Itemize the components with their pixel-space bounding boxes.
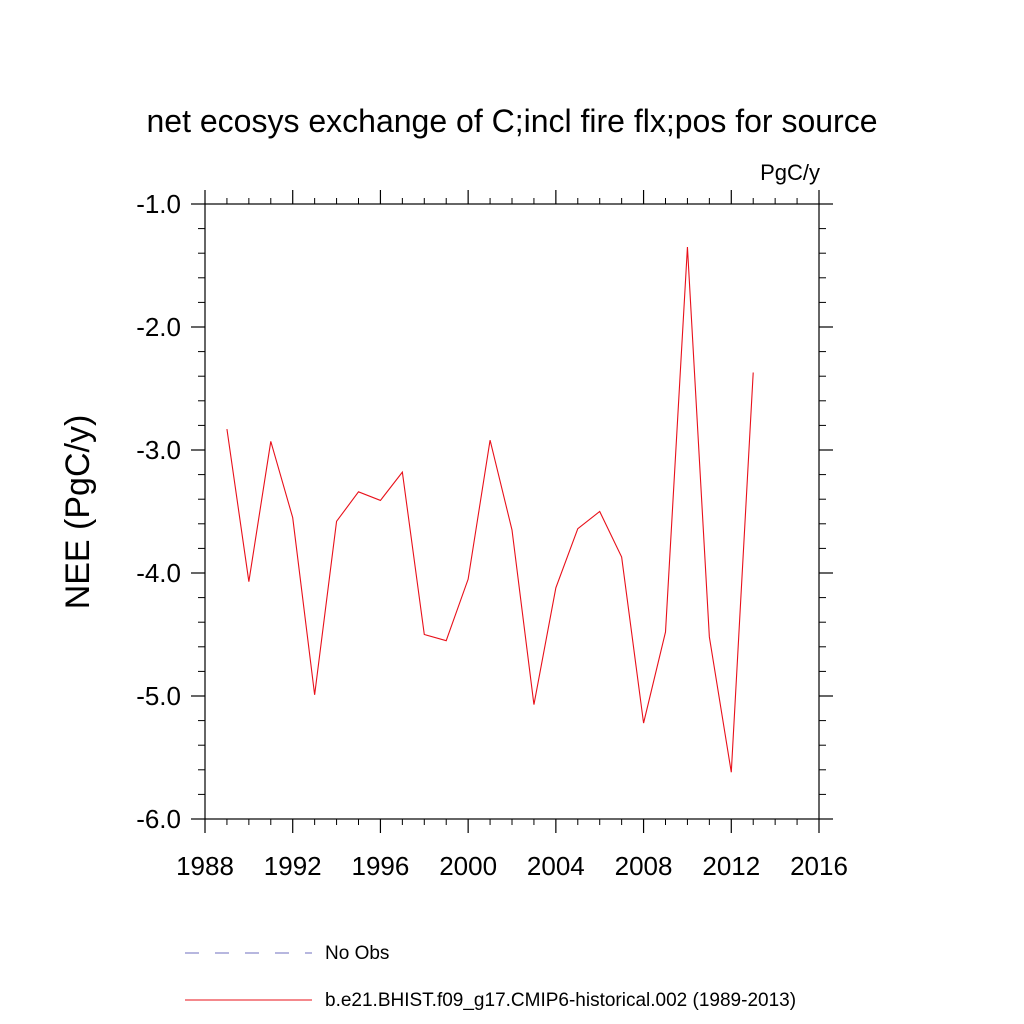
y-tick-label: -2.0 bbox=[136, 312, 181, 342]
x-tick-label: 1992 bbox=[264, 851, 322, 881]
legend: No Obs b.e21.BHIST.f09_g17.CMIP6-histori… bbox=[185, 943, 796, 1011]
x-tick-label: 1996 bbox=[352, 851, 410, 881]
plot-frame bbox=[204, 203, 820, 820]
units-label: PgC/y bbox=[760, 160, 820, 185]
legend-label-no-obs: No Obs bbox=[325, 943, 389, 964]
series-line-1 bbox=[226, 247, 754, 773]
y-tick-label: -4.0 bbox=[136, 558, 181, 588]
y-tick-label: -6.0 bbox=[136, 804, 181, 834]
x-tick-label: 2004 bbox=[527, 851, 585, 881]
series-layer bbox=[226, 247, 754, 773]
y-tick-label: -3.0 bbox=[136, 435, 181, 465]
x-tick-label: 2016 bbox=[790, 851, 848, 881]
x-tick-label: 2000 bbox=[439, 851, 497, 881]
legend-label-historical: b.e21.BHIST.f09_g17.CMIP6-historical.002… bbox=[325, 990, 796, 1011]
y-tick-label: -1.0 bbox=[136, 189, 181, 219]
y-tick-label: -5.0 bbox=[136, 681, 181, 711]
chart-title: net ecosys exchange of C;incl fire flx;p… bbox=[146, 103, 877, 139]
x-tick-label: 2012 bbox=[702, 851, 760, 881]
ticks-layer: 1988 1992 1996 2000 2004 2008 2012 2016 -1.0 -2.0… bbox=[136, 189, 848, 881]
x-tick-label: 2008 bbox=[615, 851, 673, 881]
y-axis-label: NEE (PgC/y) bbox=[59, 415, 97, 610]
x-tick-label: 1988 bbox=[176, 851, 234, 881]
